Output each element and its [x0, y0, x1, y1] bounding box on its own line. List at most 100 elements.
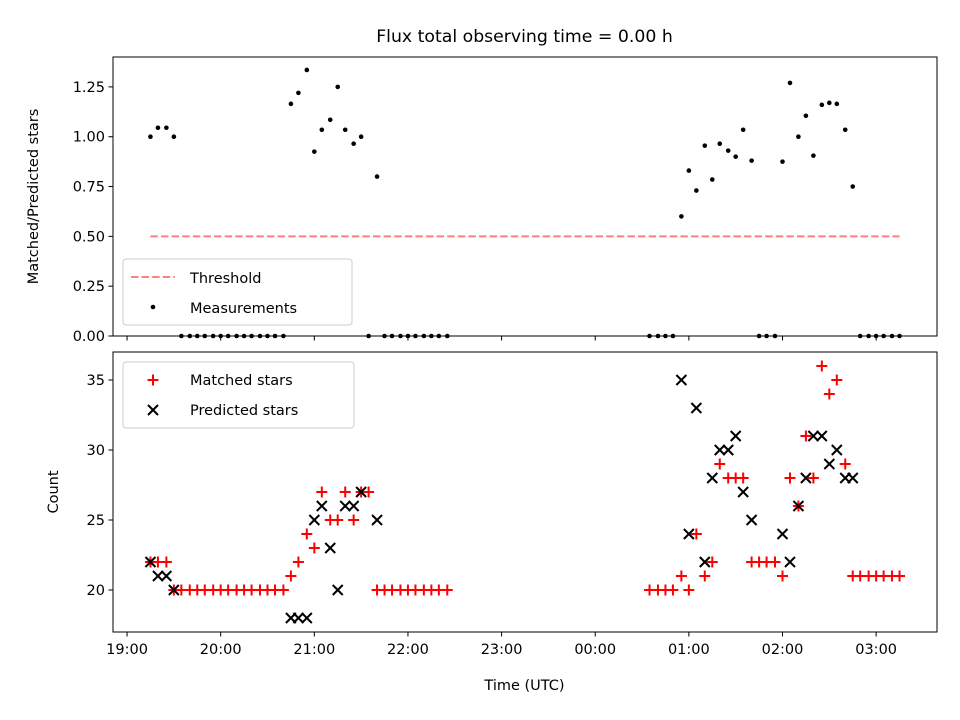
measurements-point [335, 84, 341, 90]
matched-stars-point [823, 388, 835, 400]
predicted-stars-legend-swatch [147, 404, 159, 416]
count-x-tick-label: 21:00 [293, 642, 335, 658]
measurements-point [842, 127, 848, 133]
measurements-point [694, 188, 699, 193]
matched-stars-point [737, 472, 749, 484]
measurements-point [733, 154, 738, 159]
count-y-tick-label: 35 [87, 373, 105, 389]
matched-stars-point [292, 556, 304, 568]
count-x-tick-label: 00:00 [574, 642, 616, 658]
matched-stars-point [363, 486, 375, 498]
measurements-point [358, 134, 364, 140]
matched-stars-point [332, 514, 344, 526]
ratio-y-tick-label: 0.50 [73, 229, 105, 245]
count-y-tick-label: 30 [87, 443, 105, 459]
predicted-stars-point [729, 430, 742, 442]
predicted-stars-point [823, 458, 836, 470]
ratio-panel: 0.00 0.25 0.50 0.75 1.00 1.25 Matched/Predict… [26, 56, 938, 345]
measurements-point [834, 101, 840, 107]
measurements-point [827, 100, 832, 106]
count-legend: Matched stars Predicted stars [122, 361, 355, 429]
matched-stars-point [277, 584, 289, 596]
predicted-stars-point [847, 472, 859, 484]
matched-stars-point [894, 570, 906, 582]
count-y-tick-label: 20 [87, 583, 105, 599]
ratio-y-tick-label: 0.25 [73, 279, 105, 295]
ratio-axes-frame [112, 56, 938, 337]
measurements-point [811, 153, 816, 158]
predicted-stars-point [699, 556, 711, 568]
count-panel: 20 25 30 35 19:00 20:00 21:00 22:00 23:00 00:00 01… [46, 351, 938, 694]
measurements-point [740, 127, 746, 133]
measurements-point [342, 127, 348, 133]
matched-stars-point [706, 556, 718, 568]
matched-stars-point [301, 528, 313, 540]
measurements-point [702, 143, 708, 148]
predicted-stars-point [168, 584, 180, 596]
matched-stars-point [348, 514, 360, 526]
count-y-tick-label: 25 [87, 513, 105, 529]
matched-stars-legend-swatch [147, 374, 159, 386]
measurements-point [155, 125, 161, 131]
predicted-stars-point [292, 612, 305, 624]
measurements-point [327, 117, 333, 123]
predicted-stars-point [347, 500, 360, 512]
predicted-stars-point [675, 374, 688, 386]
measurements-point [850, 184, 856, 189]
matched-stars-point [285, 570, 297, 582]
predicted-stars-point [324, 542, 336, 554]
predicted-stars-point [706, 472, 718, 484]
matched-stars-point [690, 528, 702, 540]
predicted-stars-point [160, 570, 173, 582]
predicted-stars-point [776, 528, 789, 540]
matched-stars-point [675, 570, 687, 582]
count-axes-frame [112, 351, 938, 633]
ratio-y-axis-label: Matched/Predicted stars [26, 109, 42, 285]
matched-stars-point [714, 458, 726, 470]
predicted-stars-point [816, 430, 828, 442]
predicted-stars-point [301, 612, 313, 624]
predicted-stars-point [831, 444, 843, 456]
measurements-point [796, 134, 801, 140]
count-x-tick-label: 22:00 [387, 642, 429, 658]
measurements-point [819, 102, 825, 108]
matched-stars-point [339, 486, 351, 498]
ratio-y-tick-label: 0.00 [73, 329, 105, 345]
predicted-stars-point [332, 584, 344, 596]
count-axes: 20 25 30 35 19:00 20:00 21:00 22:00 23:00 00:00 01… [87, 351, 938, 658]
count-x-tick-label: 20:00 [200, 642, 242, 658]
measurements-legend-swatch [150, 304, 156, 310]
predicted-stars-point [737, 486, 749, 498]
predicted-stars-point [355, 486, 367, 498]
predicted-stars-point [690, 402, 703, 414]
predicted-stars-point [144, 556, 157, 568]
measurements-legend-label: Measurements [190, 301, 297, 317]
measurements-point [374, 174, 380, 179]
count-legend-box [122, 361, 355, 429]
measurements-point [679, 214, 684, 219]
measurements-point [288, 101, 294, 107]
ratio-y-tick-label: 0.75 [73, 180, 105, 196]
ratio-y-tick-label: 1.25 [73, 80, 105, 96]
count-y-axis-label: Count [46, 470, 62, 513]
matched-stars-point [683, 584, 695, 596]
measurements-point [351, 141, 356, 146]
chart-title: Flux total observing time = 0.00 h [376, 27, 673, 47]
matched-stars-point [784, 472, 796, 484]
matched-stars-point [699, 570, 711, 582]
measurements-point [312, 149, 317, 154]
predicted-stars-point [683, 528, 695, 540]
threshold-legend-label: Threshold [189, 271, 261, 287]
measurements-point [164, 125, 169, 131]
predicted-stars-point [339, 500, 351, 512]
matched-stars-point [316, 486, 328, 498]
predicted-stars-point [371, 514, 383, 526]
measurements-point [304, 67, 310, 73]
predicted-stars-legend-label: Predicted stars [190, 403, 298, 419]
measurements-point [319, 127, 325, 133]
matched-stars-point [831, 374, 843, 386]
measurements-point [725, 148, 731, 153]
measurements-point [803, 113, 809, 119]
matched-stars-point [800, 430, 812, 442]
